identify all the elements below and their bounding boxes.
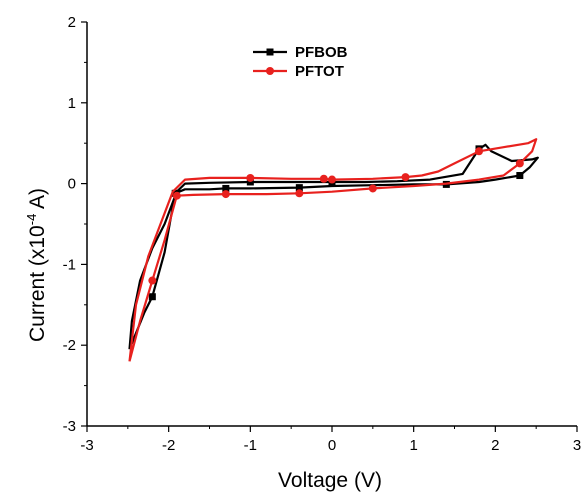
data-point-pftot [401, 173, 410, 182]
series-line-pfbob [128, 143, 539, 350]
data-point-pfbob [516, 172, 524, 180]
legend-marker-pftot [266, 67, 274, 75]
y-axis-title-suffix: A) [26, 188, 49, 214]
y-axis-title-exponent: -4 [24, 214, 39, 226]
data-point-pftot [328, 175, 336, 184]
series-line-pftot [128, 138, 538, 362]
data-point-pftot [295, 189, 304, 198]
x-tick-label: -2 [162, 437, 175, 454]
x-tick-label: -1 [244, 437, 257, 454]
data-point-pftot [319, 174, 328, 183]
series-layer [128, 138, 539, 362]
data-point-pftot [148, 276, 157, 285]
y-tick-label: -2 [63, 337, 76, 354]
y-axis-title-prefix: Current (x10 [26, 225, 49, 342]
data-point-pfbob [148, 293, 156, 301]
y-axis-title: Current (x10-4 A) [24, 188, 49, 342]
y-tick-label: -1 [63, 256, 76, 273]
data-point-pftot [368, 184, 377, 193]
legend-marker-pfbob [266, 48, 274, 56]
x-tick-label: 2 [491, 437, 499, 454]
data-point-pftot [475, 147, 483, 156]
axis-ticks: -3 -2 -1 0 1 2 3 -3 -2 -1 0 1 2 [63, 14, 582, 454]
data-point-pfbob [222, 184, 230, 192]
legend-label-pfbob: PFBOB [295, 44, 348, 61]
data-point-pftot [221, 190, 230, 199]
x-axis-title: Voltage (V) [278, 469, 382, 492]
y-tick-label: 0 [68, 176, 76, 193]
x-tick-label: 0 [328, 437, 336, 454]
legend: PFBOB PFTOT [253, 44, 348, 80]
y-tick-label: 2 [68, 14, 76, 31]
legend-label-pftot: PFTOT [295, 63, 344, 80]
data-point-pftot [172, 191, 181, 200]
data-point-pfbob [295, 184, 303, 192]
data-point-pftot [515, 159, 524, 168]
x-tick-label: -3 [80, 437, 93, 454]
y-tick-label: 1 [68, 95, 76, 112]
x-tick-label: 1 [409, 437, 417, 454]
y-tick-label: -3 [63, 418, 76, 435]
data-point-pftot [246, 173, 255, 182]
data-point-pfbob [246, 178, 254, 186]
x-tick-label: 3 [573, 437, 581, 454]
